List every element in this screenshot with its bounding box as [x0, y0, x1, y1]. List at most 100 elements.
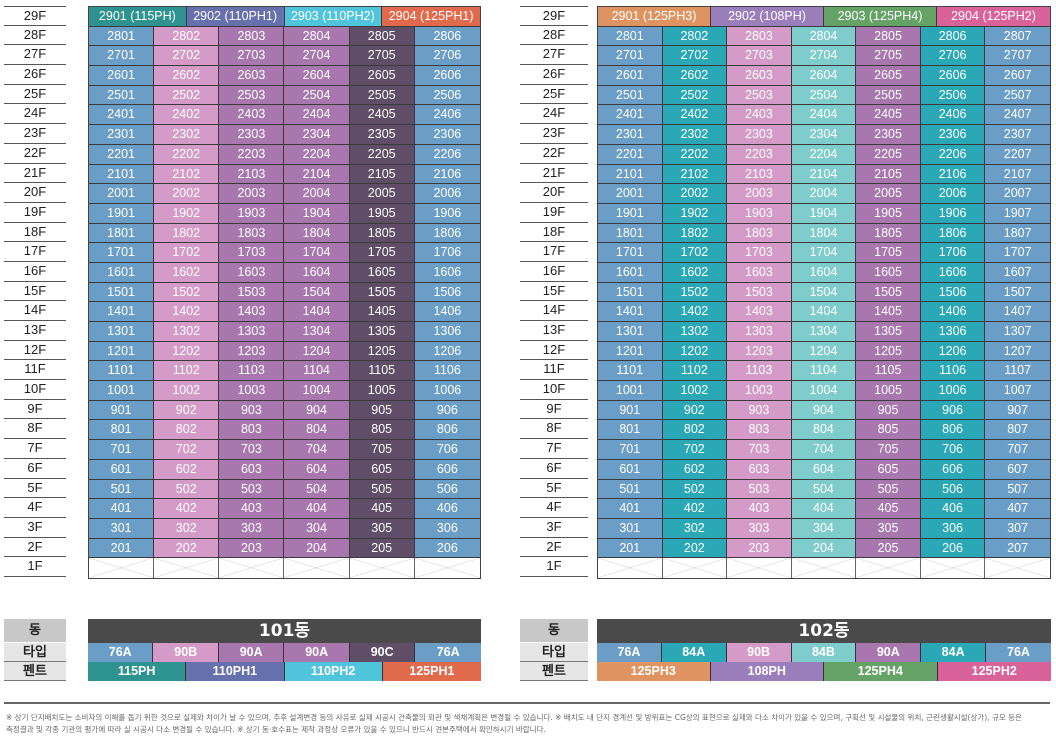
unit-cell[interactable]: 2204	[284, 144, 350, 164]
unit-cell[interactable]: 1501	[89, 282, 155, 302]
unit-cell[interactable]: 1404	[284, 302, 350, 321]
unit-cell[interactable]: 204	[791, 538, 857, 558]
unit-cell[interactable]: 906	[414, 400, 480, 420]
unit-cell[interactable]: 1105	[349, 361, 415, 381]
unit-cell[interactable]: 205	[856, 538, 921, 558]
unit-cell[interactable]: 2605	[856, 66, 921, 85]
unit-cell[interactable]: 1104	[791, 361, 857, 381]
unit-cell[interactable]: 1303	[727, 322, 792, 341]
unit-cell[interactable]: 1003	[219, 381, 285, 400]
unit-cell[interactable]: 1701	[598, 243, 663, 262]
unit-cell[interactable]: 1904	[791, 203, 857, 223]
unit-cell[interactable]: 2205	[349, 144, 415, 164]
unit-cell[interactable]: 801	[89, 420, 155, 440]
unit-cell[interactable]: 1806	[414, 223, 480, 243]
unit-cell[interactable]: 801	[598, 420, 663, 440]
unit-cell[interactable]: 2404	[791, 105, 857, 125]
unit-cell[interactable]: 1506	[414, 282, 480, 302]
unit-cell[interactable]: 2106	[920, 164, 986, 184]
unit-cell[interactable]: 201	[598, 538, 663, 558]
unit-cell[interactable]: 404	[284, 499, 350, 518]
unit-cell[interactable]: 1705	[349, 243, 415, 262]
unit-cell[interactable]: 1703	[727, 243, 792, 262]
unit-cell[interactable]: 603	[219, 459, 285, 479]
unit-cell[interactable]: 407	[985, 499, 1050, 518]
unit-cell[interactable]: 301	[89, 518, 155, 538]
unit-cell[interactable]: 2005	[856, 184, 921, 203]
unit-cell[interactable]: 1406	[920, 302, 986, 321]
unit-cell[interactable]: 2506	[920, 85, 986, 105]
unit-cell[interactable]: 506	[414, 479, 480, 499]
unit-cell[interactable]: 2702	[154, 46, 220, 66]
unit-cell[interactable]: 1306	[414, 322, 480, 341]
unit-cell[interactable]: 1603	[727, 262, 792, 282]
unit-cell[interactable]: 202	[662, 538, 728, 558]
unit-cell[interactable]: 1105	[856, 361, 921, 381]
unit-cell[interactable]: 1101	[89, 361, 155, 381]
unit-cell[interactable]: 2302	[154, 125, 220, 144]
unit-cell[interactable]: 2001	[598, 184, 663, 203]
unit-cell[interactable]: 1703	[219, 243, 285, 262]
unit-cell[interactable]: 1402	[154, 302, 220, 321]
unit-cell[interactable]: 2505	[856, 85, 921, 105]
unit-cell[interactable]: 1101	[598, 361, 663, 381]
unit-cell[interactable]: 2802	[154, 26, 220, 46]
unit-cell[interactable]: 2604	[284, 66, 350, 85]
unit-cell[interactable]: 2304	[284, 125, 350, 144]
unit-cell[interactable]: 2801	[89, 26, 155, 46]
unit-cell[interactable]: 1006	[414, 381, 480, 400]
unit-cell[interactable]: 1006	[920, 381, 986, 400]
unit-cell[interactable]: 805	[856, 420, 921, 440]
unit-cell[interactable]: 1401	[89, 302, 155, 321]
unit-cell[interactable]: 1601	[598, 262, 663, 282]
unit-cell[interactable]: 1803	[219, 223, 285, 243]
unit-cell[interactable]: 901	[598, 400, 663, 420]
unit-cell[interactable]: 1305	[856, 322, 921, 341]
unit-cell[interactable]: 1306	[920, 322, 986, 341]
unit-cell[interactable]: 2807	[985, 26, 1050, 46]
unit-cell[interactable]: 807	[985, 420, 1050, 440]
unit-cell[interactable]: 2705	[856, 46, 921, 66]
unit-cell[interactable]: 806	[414, 420, 480, 440]
unit-cell[interactable]: 1202	[662, 341, 728, 361]
unit-cell[interactable]: 1103	[727, 361, 792, 381]
unit-cell[interactable]: 701	[598, 440, 663, 459]
unit-cell[interactable]: 503	[219, 479, 285, 499]
unit-cell[interactable]: 206	[920, 538, 986, 558]
unit-cell[interactable]: 2702	[662, 46, 728, 66]
unit-cell[interactable]: 1404	[791, 302, 857, 321]
unit-cell[interactable]: 1102	[662, 361, 728, 381]
unit-cell[interactable]: 2301	[89, 125, 155, 144]
unit-cell[interactable]: 605	[856, 459, 921, 479]
unit-cell[interactable]: 2805	[856, 26, 921, 46]
unit-cell[interactable]: 2304	[791, 125, 857, 144]
unit-cell[interactable]: 2501	[89, 85, 155, 105]
unit-cell[interactable]: 2206	[920, 144, 986, 164]
unit-cell[interactable]: 2401	[89, 105, 155, 125]
unit-cell[interactable]: 2305	[856, 125, 921, 144]
unit-cell[interactable]: 2703	[727, 46, 792, 66]
unit-cell[interactable]: 1104	[284, 361, 350, 381]
unit-cell[interactable]: 504	[791, 479, 857, 499]
unit-cell[interactable]: 1804	[284, 223, 350, 243]
unit-cell[interactable]: 1103	[219, 361, 285, 381]
unit-cell[interactable]: 1001	[89, 381, 155, 400]
unit-cell[interactable]: 1502	[662, 282, 728, 302]
unit-cell[interactable]: 2401	[598, 105, 663, 125]
unit-cell[interactable]: 2603	[727, 66, 792, 85]
unit-cell[interactable]: 2204	[791, 144, 857, 164]
unit-cell[interactable]: 406	[920, 499, 986, 518]
unit-cell[interactable]: 305	[856, 518, 921, 538]
unit-cell[interactable]: 1503	[219, 282, 285, 302]
unit-cell[interactable]: 2404	[284, 105, 350, 125]
unit-cell[interactable]: 905	[856, 400, 921, 420]
unit-cell[interactable]: 606	[414, 459, 480, 479]
unit-cell[interactable]: 1606	[414, 262, 480, 282]
unit-cell[interactable]: 1706	[920, 243, 986, 262]
unit-cell[interactable]: 1206	[414, 341, 480, 361]
unit-cell[interactable]: 1604	[284, 262, 350, 282]
unit-cell[interactable]: 2503	[219, 85, 285, 105]
unit-cell[interactable]: 1207	[985, 341, 1050, 361]
unit-cell[interactable]: 1906	[920, 203, 986, 223]
unit-cell[interactable]: 2307	[985, 125, 1050, 144]
